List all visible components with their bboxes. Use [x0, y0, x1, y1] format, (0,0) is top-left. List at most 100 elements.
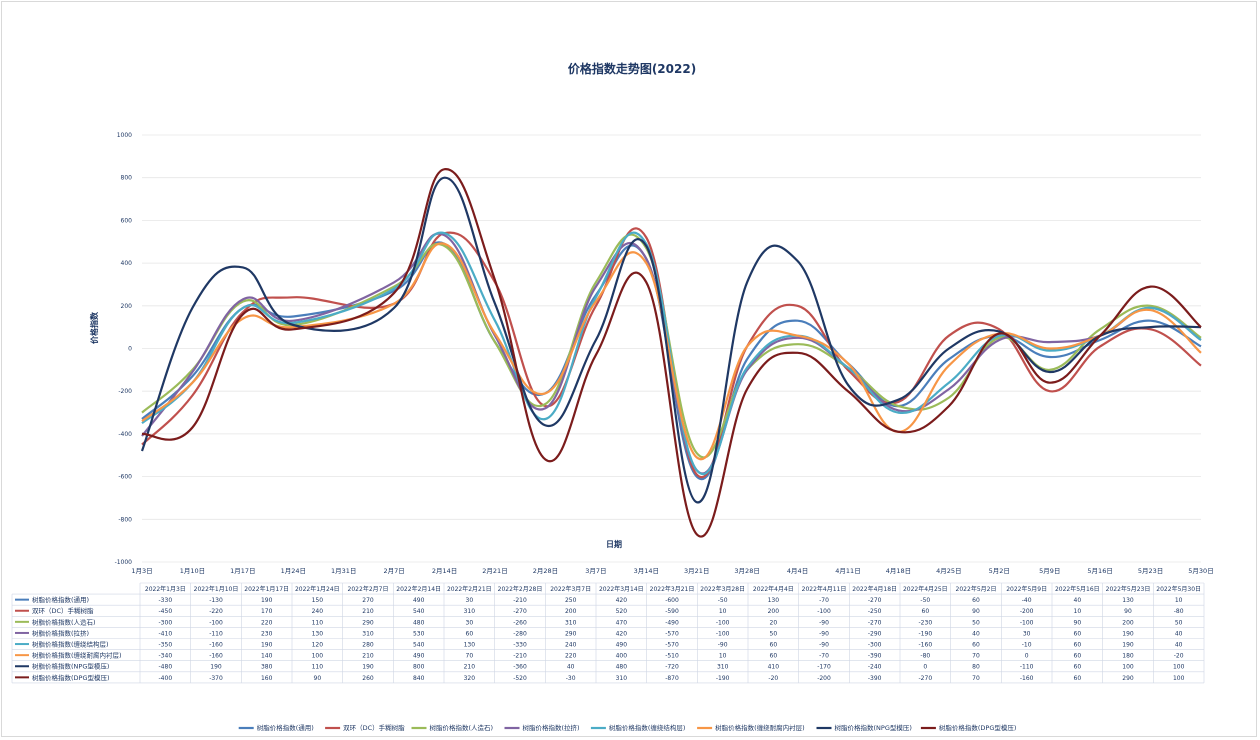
- table-cell: -330: [159, 597, 173, 604]
- y-tick-label: -1000: [115, 559, 133, 566]
- y-tick-label: 600: [121, 217, 133, 224]
- legend-item[interactable]: 树脂价格指数(拉挤): [504, 723, 580, 732]
- table-cell: 190: [1122, 630, 1134, 637]
- legend-label: 树脂价格指数(拉挤): [523, 723, 580, 732]
- x-tick-label: 4月18日: [886, 567, 911, 575]
- table-cell: 40: [972, 630, 980, 637]
- table-cell: -20: [1174, 653, 1184, 660]
- y-tick-label: -800: [118, 516, 132, 523]
- table-cell: 270: [362, 597, 374, 604]
- table-cell: 200: [1122, 619, 1134, 626]
- table-cell: 160: [261, 675, 273, 682]
- table-cell: -490: [665, 619, 679, 626]
- table-cell: 0: [1025, 653, 1029, 660]
- table-header-cell: 2022年1月24日: [295, 585, 340, 593]
- table-cell: 30: [466, 597, 474, 604]
- table-cell: -270: [868, 597, 882, 604]
- legend-item[interactable]: 树脂价格指数(DPG型模压): [920, 723, 1017, 732]
- table-header-cell: 2022年2月28日: [498, 585, 543, 593]
- table-cell: -280: [513, 630, 527, 637]
- table-cell: -110: [1020, 664, 1034, 671]
- table-cell: -90: [718, 642, 728, 649]
- table-cell: 60: [1074, 642, 1082, 649]
- table-cell: -230: [919, 619, 933, 626]
- table-cell: 410: [768, 664, 780, 671]
- table-cell: 470: [616, 619, 628, 626]
- table-cell: -400: [159, 675, 173, 682]
- table-cell: 10: [719, 653, 727, 660]
- x-tick-label: 5月2日: [989, 567, 1010, 575]
- table-cell: 250: [565, 597, 577, 604]
- table-cell: 50: [1175, 619, 1183, 626]
- table-cell: -570: [665, 642, 679, 649]
- x-tick-label: 2月21日: [482, 567, 507, 575]
- legend-label: 树脂价格指数(缠绕结构层): [609, 723, 686, 732]
- table-cell: 380: [261, 664, 273, 671]
- table-cell: -270: [868, 619, 882, 626]
- table-cell: 70: [972, 675, 980, 682]
- table-cell: 60: [1074, 675, 1082, 682]
- table-cell: 150: [312, 597, 324, 604]
- x-tick-label: 5月23日: [1138, 567, 1163, 575]
- table-cell: 60: [1074, 653, 1082, 660]
- table-cell: 400: [616, 653, 628, 660]
- table-cell: -720: [665, 664, 679, 671]
- table-cell: -130: [209, 597, 223, 604]
- table-cell: 190: [1122, 642, 1134, 649]
- table-cell: 30: [466, 619, 474, 626]
- table-cell: 190: [261, 642, 273, 649]
- table-cell: 100: [1122, 664, 1134, 671]
- table-cell: -100: [716, 619, 730, 626]
- table-cell: -270: [513, 608, 527, 615]
- table-header-cell: 2022年2月7日: [348, 585, 389, 593]
- table-cell: -520: [513, 675, 527, 682]
- table-cell: 200: [768, 608, 780, 615]
- table-cell: 0: [923, 664, 927, 671]
- table-header-cell: 2022年5月30日: [1156, 585, 1201, 593]
- x-tick-label: 3月14日: [634, 567, 659, 575]
- table-cell: 120: [312, 642, 324, 649]
- legend-item[interactable]: 树脂价格指数(NPG型模压): [816, 723, 912, 732]
- table-cell: 490: [413, 653, 425, 660]
- table-header-cell: 2022年5月16日: [1055, 585, 1100, 593]
- table-row-label: 树脂价格指数(人造石): [32, 617, 96, 626]
- table-header-cell: 2022年4月11日: [802, 585, 847, 593]
- table-cell: -250: [868, 608, 882, 615]
- legend-item[interactable]: 树脂价格指数(人造石): [411, 723, 494, 732]
- legend-item[interactable]: 树脂价格指数(缠绕耐腐内衬层): [697, 723, 805, 732]
- legend-item[interactable]: 双环（DC）手糊树脂: [325, 723, 405, 732]
- table-cell: -170: [817, 664, 831, 671]
- table-cell: -590: [665, 608, 679, 615]
- table-cell: -50: [718, 597, 728, 604]
- x-tick-label: 3月7日: [585, 567, 606, 575]
- series-line: [141, 168, 1202, 538]
- y-tick-label: 800: [121, 175, 133, 182]
- legend-label: 树脂价格指数(人造石): [430, 723, 494, 732]
- x-tick-label: 1月10日: [180, 567, 205, 575]
- table-cell: 190: [210, 664, 222, 671]
- table-header-cell: 2022年5月9日: [1006, 585, 1047, 593]
- table-cell: 40: [1074, 597, 1082, 604]
- table-header-cell: 2022年5月2日: [956, 585, 997, 593]
- x-axis-title: 日期: [606, 539, 622, 549]
- table-header-cell: 2022年2月14日: [396, 585, 441, 593]
- table-cell: 480: [413, 619, 425, 626]
- table-cell: 110: [312, 619, 324, 626]
- table-cell: 490: [413, 597, 425, 604]
- x-tick-label: 4月25日: [936, 567, 961, 575]
- table-cell: -340: [159, 653, 173, 660]
- table-header-cell: 2022年3月21日: [650, 585, 695, 593]
- legend-item[interactable]: 树脂价格指数(缠绕结构层): [590, 723, 686, 732]
- table-header-cell: 2022年1月3日: [145, 585, 186, 593]
- legend-item[interactable]: 树脂价格指数(通用): [238, 723, 314, 732]
- table-cell: -20: [768, 675, 778, 682]
- table-cell: 800: [413, 664, 425, 671]
- legend[interactable]: 树脂价格指数(通用) 双环（DC）手糊树脂 树脂价格指数(人造石) 树脂价格指数(拉挤…: [238, 723, 1017, 732]
- x-tick-label: 4月4日: [787, 567, 808, 575]
- table-cell: 490: [616, 642, 628, 649]
- x-tick-label: 2月14日: [432, 567, 457, 575]
- table-cell: 70: [972, 653, 980, 660]
- series-lines: [140, 168, 1202, 538]
- table-cell: 60: [922, 608, 930, 615]
